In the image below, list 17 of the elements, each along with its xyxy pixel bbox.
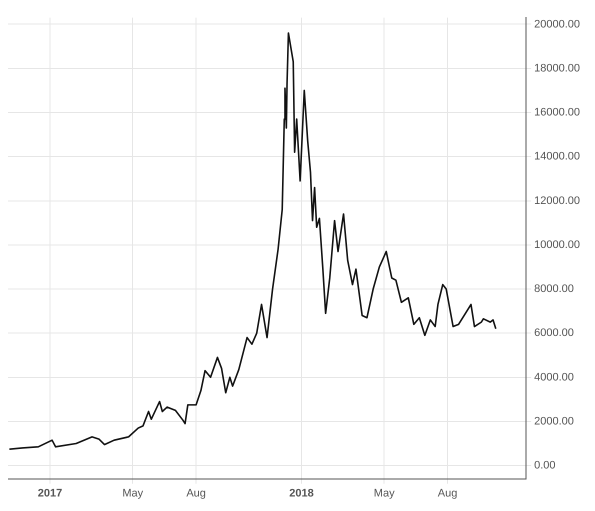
y-tick-label: 12000.00 <box>534 194 580 207</box>
x-tick-label: 2017 <box>38 487 62 500</box>
y-tick-label: 4000.00 <box>534 371 574 384</box>
y-tick-label: 0.00 <box>534 460 556 472</box>
y-tick-label: 10000.00 <box>534 238 580 251</box>
y-tick-label: 2000.00 <box>534 415 574 428</box>
x-tick-label: May <box>122 487 144 500</box>
x-tick-label: Aug <box>186 487 206 500</box>
y-tick-label: 6000.00 <box>534 327 574 340</box>
y-tick-label: 14000.00 <box>534 150 580 163</box>
y-tick-label: 16000.00 <box>534 106 580 119</box>
y-tick-label: 18000.00 <box>534 62 580 74</box>
y-tick-label: 8000.00 <box>534 283 574 296</box>
x-tick-label: May <box>374 487 396 500</box>
y-tick-label: 20000.00 <box>534 18 580 30</box>
x-tick-label: Aug <box>438 487 458 500</box>
x-tick-label: 2018 <box>289 487 314 500</box>
